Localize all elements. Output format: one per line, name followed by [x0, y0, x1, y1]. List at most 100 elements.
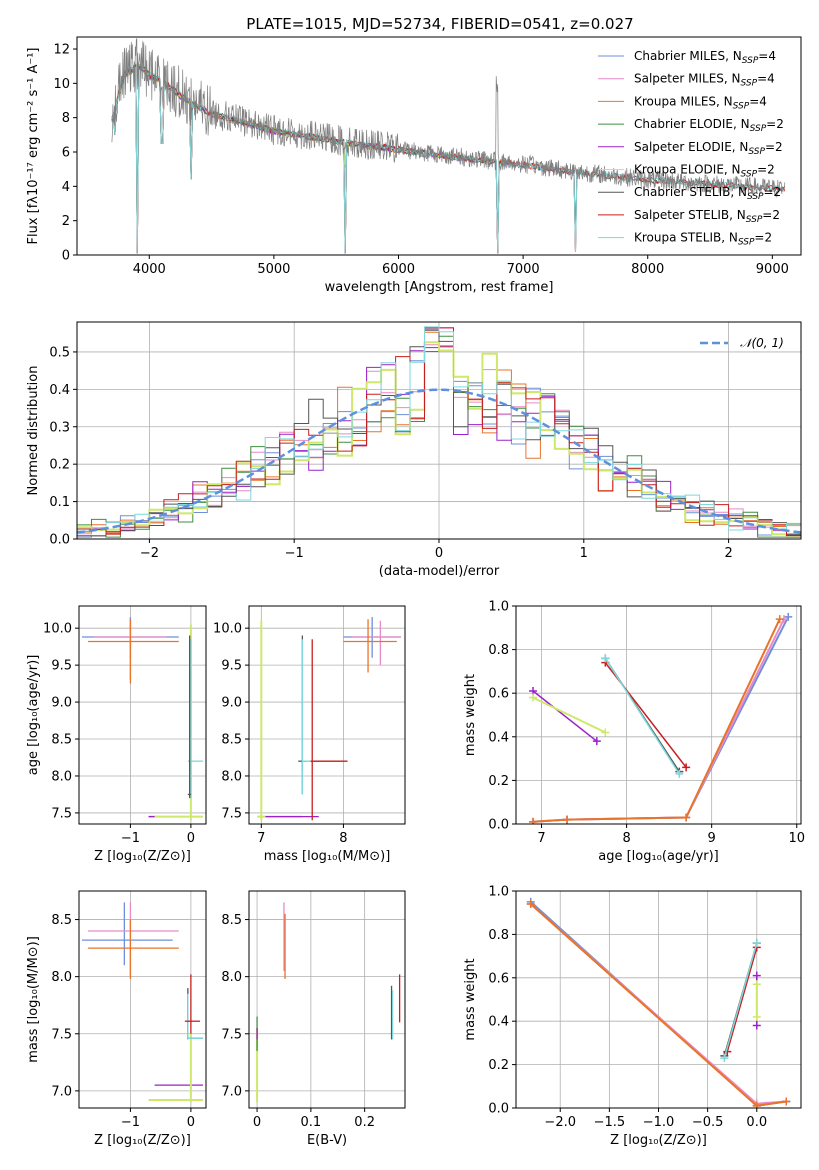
y-tick-label: 8.0: [221, 970, 242, 985]
legend-entry-chabrier-elodie: Chabrier ELODIE, NSSP=2: [634, 117, 784, 134]
x-tick-label: 5000: [257, 262, 290, 277]
y-axis-label: mass [log₁₀(M/M⊙)]: [26, 936, 41, 1063]
legend-entry-normal: 𝒩(0, 1): [740, 336, 784, 350]
data-point: [752, 939, 761, 948]
y-tick-label: 7.5: [51, 806, 72, 821]
x-tick-label: 0: [187, 1115, 195, 1130]
panel-ebv-mass: 0 0.1 0.2 7.0 7.5 8.0 8.5 E(B-V): [221, 890, 406, 1148]
legend-entry-kroupa-stelib: Kroupa STELIB, NSSP=2: [634, 231, 772, 248]
x-axis-label: Z [log₁₀(Z/Z⊙)]: [94, 1133, 191, 1148]
data-point: [601, 728, 610, 737]
data-point: [682, 813, 691, 822]
data-point: [601, 654, 610, 663]
y-tick-label: 10.0: [43, 622, 72, 637]
y-tick-label: 1.0: [488, 885, 509, 900]
axes-frame: [515, 890, 802, 1109]
y-tick-label: 8.0: [51, 769, 72, 784]
panel-residuals: −2 −1 0 1 2 0.0 0.1 0.2 0.3 0.4 0.5 (data-model)/er…: [26, 321, 802, 579]
x-tick-label: 9000: [756, 262, 789, 277]
y-tick-label: 8: [62, 111, 70, 126]
y-axis-label: mass weight: [463, 674, 478, 756]
errorbar-salpeter-stelib: [310, 639, 348, 821]
legend-entry-chabrier-miles: Chabrier MILES, NSSP=4: [634, 49, 776, 66]
y-tick-label: 6: [62, 146, 70, 161]
axes-frame: [248, 890, 406, 1109]
y-axis-label: Normed distribution: [26, 366, 41, 496]
data-point: [682, 763, 691, 772]
x-tick-label: −1: [121, 831, 140, 846]
data-point: [752, 980, 761, 989]
data-point: [752, 1101, 761, 1108]
data-point: [529, 693, 538, 702]
y-tick-label: 0.8: [488, 928, 509, 943]
y-tick-label: 0.2: [49, 458, 70, 473]
legend-entry-chabrier-stelib: Chabrier STELIB, NSSP=2: [634, 185, 781, 202]
plot-area-spectrum: [111, 38, 786, 254]
x-tick-label: 0: [187, 831, 195, 846]
legend-entry-salpeter-miles: Salpeter MILES, NSSP=4: [634, 72, 775, 89]
series-kroupa-elodie: [529, 693, 610, 737]
x-tick-label: −0.5: [692, 1115, 724, 1130]
errorbar-chabrier-stelib: [187, 988, 203, 1040]
series-kroupa-elodie: [752, 980, 761, 1021]
y-tick-label: 7.0: [221, 1084, 242, 1099]
histogram-kroupa-stelib: [77, 326, 801, 539]
series-kroupa-stelib: [720, 939, 761, 1063]
figure-title: PLATE=1015, MJD=52734, FIBERID=0541, z=0…: [246, 15, 633, 33]
legend-entry-kroupa-elodie: Kroupa ELODIE, NSSP=2: [634, 163, 775, 180]
x-tick-label: −2.0: [544, 1115, 576, 1130]
x-tick-label: 1: [580, 546, 588, 561]
y-axis-label: Flux [fλ10⁻¹⁷ erg cm⁻² s⁻¹ A⁻¹]: [26, 48, 41, 245]
y-tick-label: 0.0: [49, 533, 70, 548]
series-kroupa-stelib: [601, 654, 684, 778]
y-tick-label: 9.0: [51, 696, 72, 711]
plot-area-age-weight: [516, 606, 801, 824]
y-axis-label: mass weight: [463, 958, 478, 1040]
y-tick-label: 7.5: [51, 1027, 72, 1042]
x-tick-label: 7000: [507, 262, 540, 277]
data-point: [526, 900, 535, 909]
series-salpeter-elodie: [529, 687, 601, 746]
y-tick-label: 0.8: [488, 643, 509, 658]
axes-frame: [248, 605, 406, 825]
y-tick-label: 4: [62, 180, 70, 195]
y-tick-label: 0.4: [49, 383, 70, 398]
panel-z-age: −1 0 7.5 8.0 8.5 9.0 9.5 10.0 Z [log₁₀(Z/Z⊙)] age…: [26, 605, 207, 864]
y-tick-label: 0.5: [49, 345, 70, 360]
y-tick-label: 8.0: [221, 769, 242, 784]
y-tick-label: 0.4: [488, 730, 509, 745]
x-tick-label: 10: [788, 831, 805, 846]
errorbar-chabrier-miles: [82, 902, 173, 966]
data-point: [529, 817, 538, 824]
errorbar-kroupa-elodie: [148, 1033, 203, 1103]
errorbar-kroupa-miles: [88, 619, 179, 684]
x-tick-label: 0.1: [301, 1115, 322, 1130]
series-salpeter-miles: [529, 615, 788, 824]
plot-area-mass-age: [249, 606, 405, 824]
y-tick-label: 0.3: [49, 420, 70, 435]
y-tick-label: 8.5: [221, 913, 242, 928]
data-point: [782, 1097, 791, 1106]
errorbar-kroupa-miles: [343, 619, 397, 673]
x-axis-label: age [log₁₀(age/yr)]: [598, 849, 719, 864]
x-tick-label: 0.0: [746, 1115, 767, 1130]
errorbar-kroupa-stelib: [187, 993, 203, 1040]
x-tick-label: 0: [253, 1115, 261, 1130]
axes-frame: [515, 605, 802, 825]
y-tick-label: 7.5: [221, 806, 242, 821]
errorbar-salpeter-miles: [351, 620, 401, 666]
panel-age-weight: 7 8 9 10 0.0 0.2 0.4 0.6 0.8 1.0 age [log₁₀(age/yr…: [463, 600, 805, 865]
x-tick-label: −1.0: [643, 1115, 675, 1130]
spectrum-legend: Chabrier MILES, NSSP=4 Salpeter MILES, NS…: [598, 49, 784, 248]
legend-entry-salpeter-elodie: Salpeter ELODIE, NSSP=2: [634, 140, 783, 157]
errorbar-kroupa-elodie: [148, 624, 203, 821]
x-axis-label: Z [log₁₀(Z/Z⊙)]: [610, 1133, 707, 1148]
x-tick-label: −1.5: [594, 1115, 626, 1130]
errorbar-salpeter-stelib: [184, 974, 200, 1034]
y-tick-label: 10.0: [213, 622, 242, 637]
x-tick-label: 7: [257, 831, 265, 846]
x-tick-label: 9: [708, 831, 716, 846]
plot-area-ebv-mass: [249, 891, 405, 1108]
panel-spectrum: 4000 5000 6000 7000 8000 9000 0 2 4 6 8 10 12 wavelen…: [26, 36, 802, 295]
x-tick-label: 0.2: [354, 1115, 375, 1130]
